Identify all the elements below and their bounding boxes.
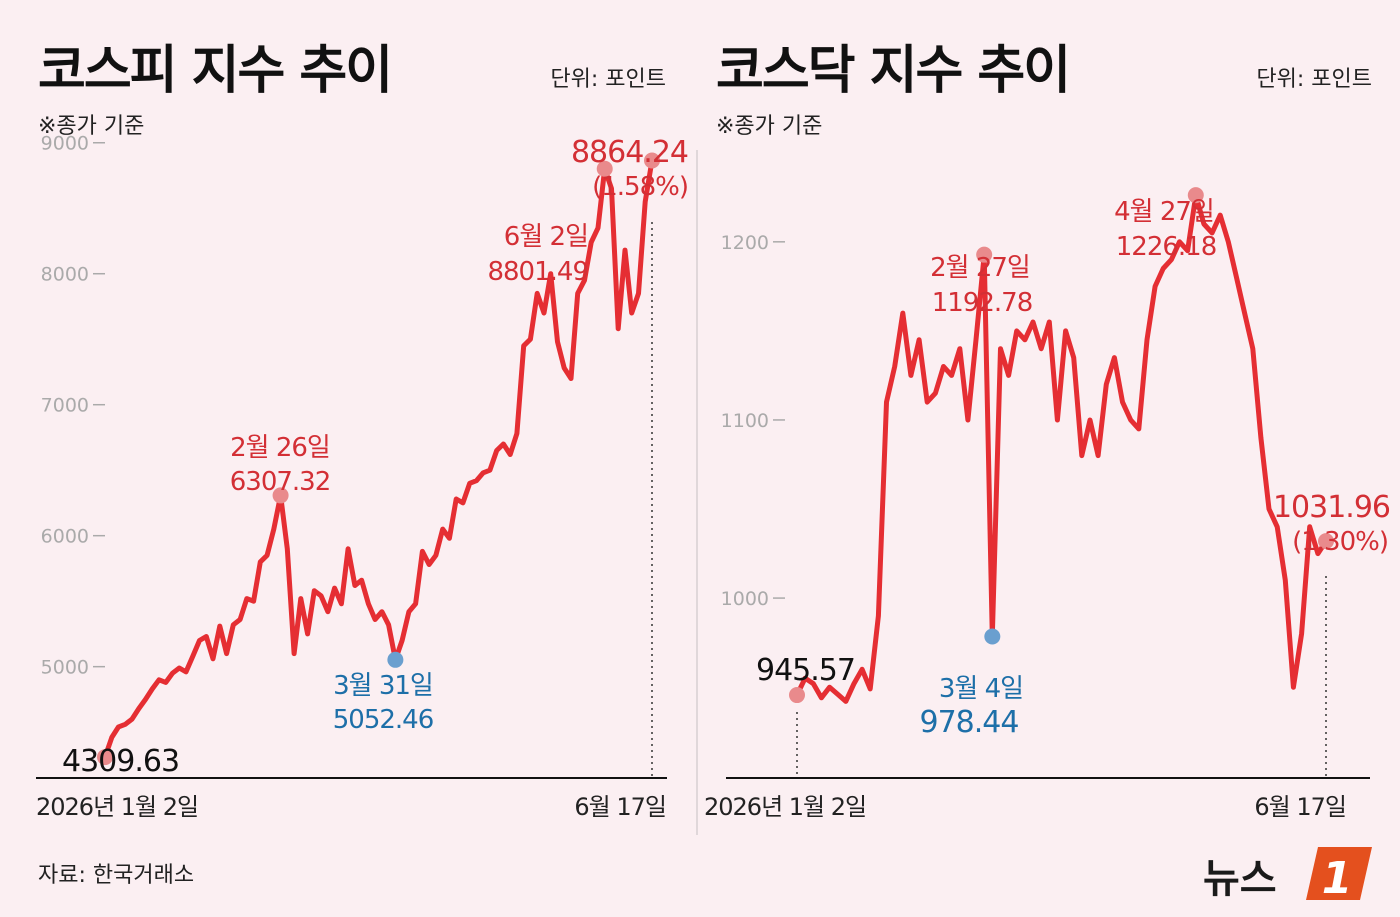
kospi-ann-jun2-date: 6월 2일 bbox=[504, 222, 588, 252]
kosdaq-panel: 코스닥 지수 추이 단위: 포인트 ※종가 기준 1000 1100 1200 94… bbox=[704, 41, 1391, 821]
kosdaq-highlight-marker bbox=[1187, 187, 1204, 204]
kospi-highlight-marker bbox=[644, 152, 660, 169]
kospi-unit: 단위: 포인트 bbox=[550, 67, 666, 92]
kosdaq-ann-apr27-value: 1226.18 bbox=[1116, 232, 1217, 262]
kosdaq-ann-mar4-date: 3월 4일 bbox=[939, 674, 1023, 704]
kospi-x-end-label: 6월 17일 bbox=[574, 793, 666, 821]
kosdaq-ann-feb27-value: 1192.78 bbox=[932, 288, 1033, 318]
kosdaq-ann-first-value: 945.57 bbox=[756, 653, 855, 688]
kosdaq-y-tick-label: 1000 bbox=[721, 588, 769, 610]
kospi-y-tick-label: 6000 bbox=[41, 526, 89, 548]
kospi-y-ticks: 5000 6000 7000 8000 9000 bbox=[41, 133, 105, 679]
logo-text: 뉴스 bbox=[1203, 856, 1277, 902]
kosdaq-x-start-label: 2026년 1월 2일 bbox=[704, 793, 866, 821]
kospi-highlight-marker bbox=[596, 160, 613, 177]
kosdaq-ann-last-value: 1031.96 bbox=[1273, 490, 1390, 525]
source-note: 자료: 한국거래소 bbox=[38, 863, 194, 888]
kosdaq-highlight-marker bbox=[984, 628, 1001, 645]
kosdaq-ann-mar4-value: 978.44 bbox=[920, 705, 1019, 740]
kospi-ann-first-value: 4309.63 bbox=[62, 744, 179, 779]
kospi-y-tick-label: 8000 bbox=[41, 264, 89, 286]
logo-badge-shape bbox=[1306, 847, 1372, 900]
kospi-y-tick-label: 7000 bbox=[41, 395, 89, 417]
kosdaq-y-tick-label: 1200 bbox=[721, 232, 769, 254]
kospi-y-tick-label: 9000 bbox=[41, 133, 89, 155]
kospi-ann-last-value: 8864.24 bbox=[571, 135, 688, 170]
kosdaq-markers bbox=[789, 187, 1334, 704]
logo-badge-number: 1 bbox=[1322, 853, 1353, 904]
kospi-ann-mar31-value: 5052.46 bbox=[333, 705, 434, 735]
kospi-ann-feb26-value: 6307.32 bbox=[230, 467, 331, 497]
kospi-x-start-label: 2026년 1월 2일 bbox=[36, 793, 198, 821]
kospi-ann-last-change: (1.58%) bbox=[592, 172, 688, 202]
kospi-ann-feb26-date: 2월 26일 bbox=[230, 433, 330, 463]
kosdaq-y-ticks: 1000 1100 1200 bbox=[721, 232, 785, 610]
kosdaq-ann-feb27-date: 2월 27일 bbox=[930, 253, 1030, 283]
kosdaq-title: 코스닥 지수 추이 bbox=[716, 41, 1069, 101]
kospi-series-line bbox=[102, 158, 655, 760]
kospi-y-tick-label: 5000 bbox=[41, 657, 89, 679]
kosdaq-basis: ※종가 기준 bbox=[716, 114, 822, 139]
kosdaq-x-end-label: 6월 17일 bbox=[1254, 793, 1346, 821]
kospi-panel: 코스피 지수 추이 단위: 포인트 ※종가 기준 5000 6000 7000 800… bbox=[36, 41, 689, 821]
kospi-title: 코스피 지수 추이 bbox=[38, 41, 391, 101]
kosdaq-y-tick-label: 1100 bbox=[721, 410, 769, 432]
kosdaq-highlight-marker bbox=[1318, 533, 1334, 550]
kosdaq-highlight-marker bbox=[976, 246, 993, 263]
kospi-ann-mar31-date: 3월 31일 bbox=[333, 671, 433, 701]
kospi-highlight-marker bbox=[387, 651, 404, 668]
kospi-basis: ※종가 기준 bbox=[38, 114, 144, 139]
kosdaq-series-line bbox=[794, 192, 1329, 704]
kosdaq-ann-last-change: (1.30%) bbox=[1292, 527, 1388, 557]
kosdaq-ann-apr27-date: 4월 27일 bbox=[1114, 197, 1214, 227]
kospi-highlight-marker bbox=[97, 749, 113, 766]
kosdaq-unit: 단위: 포인트 bbox=[1256, 67, 1372, 92]
kospi-markers bbox=[97, 152, 660, 766]
kospi-highlight-marker bbox=[272, 487, 289, 504]
kosdaq-highlight-marker bbox=[789, 687, 805, 704]
news1-logo: 뉴스 1 bbox=[1203, 847, 1372, 904]
kospi-ann-jun2-value: 8801.49 bbox=[487, 257, 588, 287]
